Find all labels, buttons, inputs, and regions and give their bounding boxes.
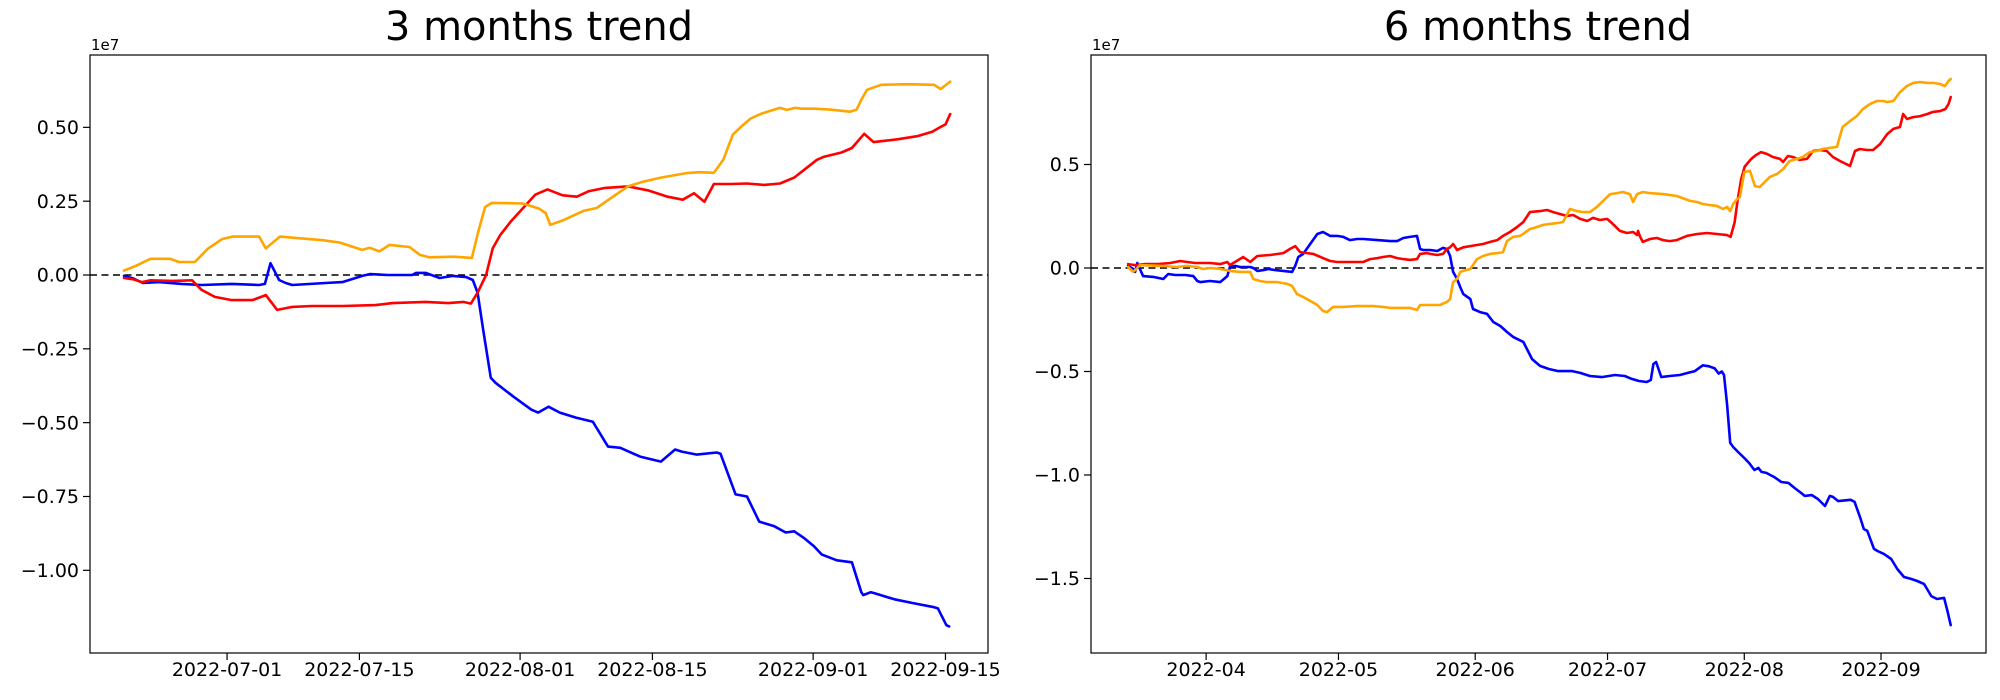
y-tick-label: −0.25 — [21, 338, 79, 360]
x-tick-label: 2022-09 — [1841, 659, 1920, 681]
y-tick-label: −0.5 — [1034, 361, 1080, 383]
y-tick-label: 0.00 — [37, 265, 79, 287]
x-axis-ticks: 2022-04 2022-05 2022-06 2022-07 2022-08 2022-… — [1166, 653, 1921, 681]
y-tick-label: −1.00 — [21, 560, 79, 582]
blue-trend-line — [1126, 230, 1952, 627]
x-tick-label: 2022-06 — [1436, 659, 1515, 681]
x-tick-label: 2022-08-01 — [465, 659, 575, 681]
x-tick-label: 2022-04 — [1166, 659, 1245, 681]
right-y-axis-offset-label: 1e7 — [1092, 36, 1120, 54]
left-y-axis-offset-label: 1e7 — [91, 36, 119, 54]
left-chart-title: 3 months trend — [385, 4, 693, 50]
y-tick-label: 0.5 — [1050, 154, 1080, 176]
x-axis-ticks: 2022-07-01 2022-07-15 2022-08-01 2022-08-15… — [172, 653, 1001, 681]
red-trend-line — [1126, 95, 1952, 267]
y-tick-label: −1.0 — [1034, 465, 1080, 487]
axes-frame — [1090, 54, 1987, 654]
y-tick-label: 0.50 — [37, 117, 79, 139]
y-tick-label: −0.50 — [21, 412, 79, 434]
y-tick-label: 0.25 — [37, 191, 79, 213]
x-tick-label: 2022-08-15 — [597, 659, 707, 681]
orange-trend-line — [1126, 77, 1952, 314]
axes-frame — [89, 54, 989, 654]
x-tick-label: 2022-07-15 — [304, 659, 414, 681]
orange-trend-line — [122, 80, 952, 272]
y-axis-ticks: 0.5 0.0 −0.5 −1.0 −1.5 — [1034, 154, 1091, 590]
x-tick-label: 2022-05 — [1299, 659, 1378, 681]
y-tick-label: −1.5 — [1034, 568, 1080, 590]
series-group — [122, 80, 952, 628]
chart-3-months: 2022-07-01 2022-07-15 2022-08-01 2022-08-15… — [21, 54, 1001, 681]
x-tick-label: 2022-07 — [1568, 659, 1647, 681]
red-trend-line — [122, 112, 952, 312]
y-tick-label: −0.75 — [21, 486, 79, 508]
x-tick-label: 2022-09-15 — [890, 659, 1000, 681]
series-group — [1126, 77, 1952, 627]
x-tick-label: 2022-08 — [1705, 659, 1784, 681]
x-tick-label: 2022-09-01 — [758, 659, 868, 681]
blue-trend-line — [122, 261, 951, 628]
right-chart-title: 6 months trend — [1384, 4, 1692, 50]
charts-render-root: 2022-07-01 2022-07-15 2022-08-01 2022-08-15… — [21, 54, 1987, 681]
y-tick-label: 0.0 — [1050, 258, 1080, 280]
chart-6-months: 2022-04 2022-05 2022-06 2022-07 2022-08 2022-… — [1034, 54, 1987, 681]
x-tick-label: 2022-07-01 — [172, 659, 282, 681]
y-axis-ticks: 0.50 0.25 0.00 −0.25 −0.50 −0.75 −1.00 — [21, 117, 90, 582]
